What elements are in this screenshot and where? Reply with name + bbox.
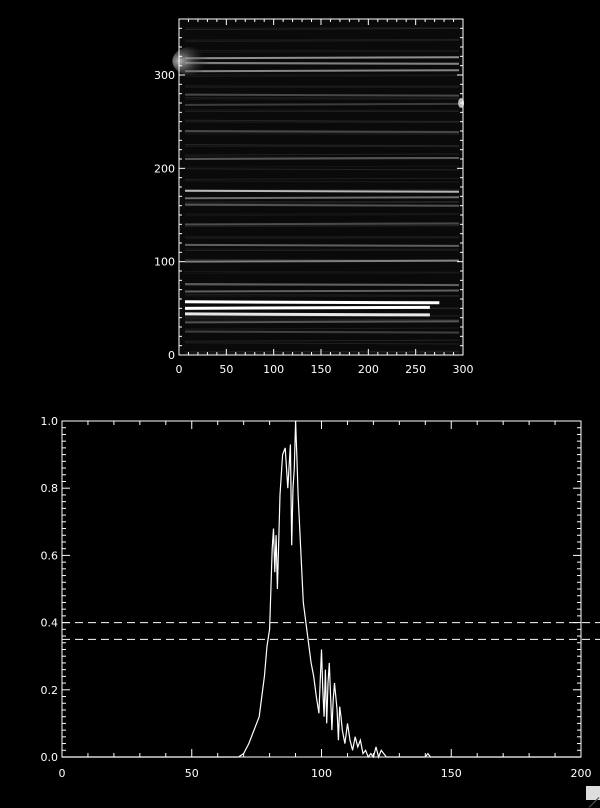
heatmap-band xyxy=(185,302,439,303)
x-tick-label: 200 xyxy=(571,767,592,780)
heatmap-background xyxy=(179,19,463,355)
heatmap-band xyxy=(185,191,459,192)
heatmap-band xyxy=(185,158,459,159)
heatmap-bright-spot xyxy=(172,47,208,75)
plot-frame xyxy=(62,421,581,757)
y-tick-label: 0.0 xyxy=(41,751,59,764)
y-tick-label: 300 xyxy=(154,69,175,82)
heatmap-streak xyxy=(185,296,459,297)
heatmap-streak xyxy=(185,134,459,135)
heatmap-streak xyxy=(185,201,459,202)
heatmap-band xyxy=(185,104,459,105)
heatmap-streak xyxy=(185,85,459,86)
heatmap-band xyxy=(185,332,459,333)
heatmap-band xyxy=(185,314,430,315)
x-tick-label: 200 xyxy=(358,363,379,376)
heatmap-streak xyxy=(185,98,459,99)
heatmap-band xyxy=(185,284,459,285)
heatmap-streak xyxy=(185,110,459,111)
heatmap-streak xyxy=(185,76,459,77)
heatmap-streak xyxy=(185,40,459,41)
x-tick-label: 100 xyxy=(263,363,284,376)
line-chart: 0 50 100 150 200 0.0 0.2 0.4 0.6 0.8 1.0 xyxy=(41,415,600,780)
y-tick-label: 1.0 xyxy=(41,415,59,428)
y-tick-label: 0.4 xyxy=(41,617,59,630)
y-tick-label: 0.2 xyxy=(41,684,59,697)
y-tick-label: 0 xyxy=(168,349,175,362)
heatmap-streak xyxy=(185,214,459,215)
heatmap-band xyxy=(185,205,459,206)
resize-grip[interactable] xyxy=(586,786,600,800)
x-tick-label: 100 xyxy=(311,767,332,780)
heatmap-streak xyxy=(185,226,459,227)
heatmap-band xyxy=(185,70,459,71)
y-tick-label: 0.6 xyxy=(41,549,59,562)
y-tick-label: 0.8 xyxy=(41,482,59,495)
x-tick-label: 150 xyxy=(441,767,462,780)
heatmap-band xyxy=(185,197,459,198)
y-tick-label: 100 xyxy=(154,256,175,269)
heatmap-band xyxy=(185,321,459,322)
x-tick-label: 250 xyxy=(405,363,426,376)
heatmap-streak xyxy=(185,27,459,28)
heatmap-band xyxy=(185,223,459,224)
heatmap-band xyxy=(185,291,459,292)
x-tick-label: 50 xyxy=(185,767,199,780)
heatmap-streak xyxy=(185,250,459,251)
heatmap-streak xyxy=(185,146,459,147)
x-tick-label: 50 xyxy=(219,363,233,376)
series-line xyxy=(62,421,581,757)
heatmap-band xyxy=(185,131,459,132)
heatmap-band xyxy=(185,95,459,96)
heatmap-band xyxy=(185,57,459,58)
heatmap-band xyxy=(185,261,459,262)
x-tick-label: 0 xyxy=(59,767,66,780)
heatmap-band xyxy=(185,245,459,246)
x-tick-label: 150 xyxy=(311,363,332,376)
heatmap-streak xyxy=(185,238,459,239)
x-tick-label: 300 xyxy=(453,363,474,376)
heatmap-streak xyxy=(185,189,459,190)
heatmap-band xyxy=(185,63,459,64)
heatmap-streak xyxy=(185,52,459,53)
heatmap-band xyxy=(185,307,430,308)
heatmap-streak xyxy=(185,122,459,123)
y-tick-label: 200 xyxy=(154,162,175,175)
x-tick-label: 0 xyxy=(176,363,183,376)
heatmap-chart: 0 50 100 150 200 250 300 0 100 200 300 xyxy=(154,19,474,376)
heatmap-streak xyxy=(185,272,459,273)
